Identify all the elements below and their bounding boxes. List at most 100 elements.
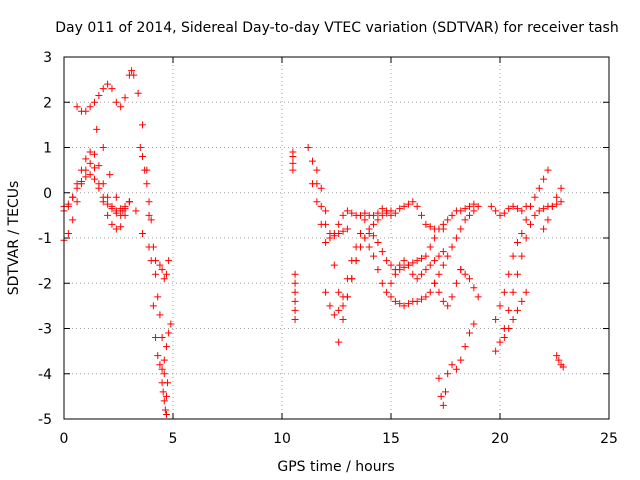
data-point-s20 <box>522 234 530 242</box>
data-point-s12 <box>439 220 447 228</box>
data-point-s21 <box>540 175 548 183</box>
data-point-s11 <box>339 211 347 219</box>
data-point-s9 <box>289 159 297 167</box>
data-point-s5 <box>156 261 164 269</box>
data-point-s4 <box>95 91 103 99</box>
data-point-s12 <box>457 207 465 215</box>
data-point-s2 <box>99 180 107 188</box>
data-point-s12 <box>448 211 456 219</box>
data-point-s11 <box>335 220 343 228</box>
data-point-s3 <box>108 205 116 213</box>
data-point-s15 <box>374 266 382 274</box>
data-point-s22 <box>492 207 500 215</box>
data-point-s12 <box>322 207 330 215</box>
data-point-s6 <box>147 257 155 265</box>
x-tick-label: 10 <box>273 431 291 447</box>
data-point-s14 <box>356 243 364 251</box>
data-point-s12 <box>413 257 421 265</box>
data-point-s4 <box>86 103 94 111</box>
data-point-s4 <box>121 94 129 102</box>
data-point-s7 <box>138 153 146 161</box>
data-point-s1 <box>69 216 77 224</box>
data-point-s14 <box>383 209 391 217</box>
data-point-s11 <box>356 211 364 219</box>
data-point-s8 <box>159 388 167 396</box>
data-point-s14 <box>339 315 347 323</box>
data-point-s21 <box>544 166 552 174</box>
data-point-s11 <box>400 202 408 210</box>
data-point-s20 <box>496 338 504 346</box>
data-point-s15 <box>426 288 434 296</box>
data-point-s11 <box>378 205 386 213</box>
data-point-s5 <box>162 270 170 278</box>
data-point-s11 <box>313 198 321 206</box>
data-point-s17 <box>470 320 478 328</box>
data-point-s11 <box>322 239 330 247</box>
data-point-s15 <box>457 225 465 233</box>
data-point-s13 <box>322 288 330 296</box>
data-point-s7 <box>147 216 155 224</box>
y-tick-label: -1 <box>38 231 52 247</box>
data-point-s20 <box>505 306 513 314</box>
y-tick-label: -2 <box>38 276 52 292</box>
y-tick-label: 0 <box>43 186 52 202</box>
data-point-s18 <box>439 297 447 305</box>
data-point-s15 <box>387 293 395 301</box>
data-point-s11 <box>348 209 356 217</box>
data-point-s10 <box>343 225 351 233</box>
data-point-s15 <box>452 234 460 242</box>
data-point-s12 <box>409 259 417 267</box>
data-point-s20 <box>527 220 535 228</box>
data-point-s15 <box>422 293 430 301</box>
y-tick-label: -3 <box>38 322 52 338</box>
data-point-s23 <box>505 325 513 332</box>
data-point-s23 <box>513 306 521 314</box>
data-point-s6 <box>134 89 142 97</box>
data-point-s20 <box>535 207 543 215</box>
data-point-s20 <box>540 205 548 213</box>
data-point-s20 <box>531 211 539 219</box>
data-point-s15 <box>400 302 408 310</box>
data-point-s14 <box>374 216 382 224</box>
data-point-s12 <box>374 239 382 247</box>
data-point-s15 <box>444 252 452 260</box>
data-point-s13 <box>330 311 338 319</box>
data-point-s7 <box>143 180 151 188</box>
data-point-s3 <box>99 193 107 201</box>
data-point-s4 <box>108 85 116 93</box>
data-point-s5 <box>125 198 133 206</box>
data-point-s1 <box>73 198 81 206</box>
data-point-s5 <box>160 275 168 283</box>
data-point-s6 <box>154 352 162 360</box>
data-point-s20 <box>557 198 565 206</box>
data-point-s4 <box>99 85 107 93</box>
data-point-s12 <box>444 216 452 224</box>
y-tick-label: 2 <box>43 95 52 111</box>
data-point-s10 <box>317 202 325 210</box>
tick-labels: 0 5 10 15 20 25 -5 -4 -3 -2 -1 0 1 2 3 <box>38 50 618 447</box>
data-point-s10 <box>304 144 312 151</box>
data-point-s16 <box>435 252 443 260</box>
data-point-s20 <box>513 270 521 278</box>
grid-lines <box>64 57 609 419</box>
data-point-s3 <box>91 175 99 183</box>
data-point-s9 <box>291 270 299 278</box>
data-point-s21 <box>505 270 513 278</box>
data-point-s1 <box>91 164 99 172</box>
data-point-s5 <box>93 125 101 133</box>
data-point-s23 <box>500 334 508 342</box>
data-point-s13 <box>326 302 334 310</box>
data-point-s21 <box>531 193 539 201</box>
data-point-s17 <box>457 356 465 364</box>
data-point-s15 <box>448 243 456 251</box>
data-point-s15 <box>418 295 426 303</box>
data-point-s4 <box>128 67 136 75</box>
data-point-s14 <box>365 225 373 233</box>
data-point-s6 <box>130 71 138 79</box>
data-point-s22 <box>496 211 504 219</box>
data-point-s22 <box>505 205 513 213</box>
data-point-s11 <box>374 209 382 217</box>
data-point-s12 <box>431 234 439 242</box>
data-point-s12 <box>317 184 325 192</box>
data-point-s11 <box>413 202 421 210</box>
